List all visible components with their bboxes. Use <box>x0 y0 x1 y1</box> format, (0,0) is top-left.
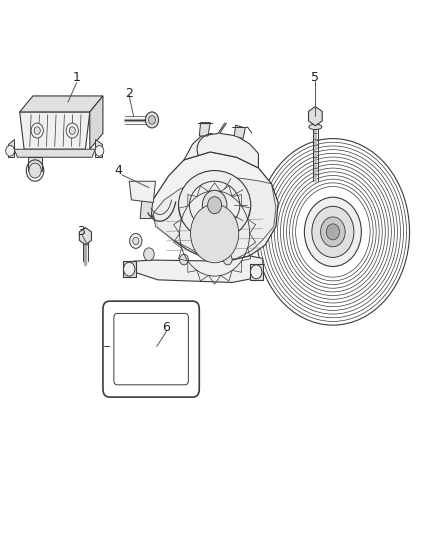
Polygon shape <box>20 112 90 149</box>
Circle shape <box>31 123 43 138</box>
Polygon shape <box>129 181 155 203</box>
Text: 5: 5 <box>311 71 319 84</box>
Polygon shape <box>14 149 95 157</box>
Circle shape <box>312 206 354 257</box>
Circle shape <box>321 217 345 247</box>
Polygon shape <box>140 195 153 219</box>
Text: 4: 4 <box>114 164 122 177</box>
Text: 2: 2 <box>125 87 133 100</box>
Polygon shape <box>90 96 103 149</box>
Circle shape <box>130 233 142 248</box>
Polygon shape <box>79 228 92 245</box>
Polygon shape <box>28 157 42 171</box>
Text: 1: 1 <box>73 71 81 84</box>
Circle shape <box>144 248 154 261</box>
Text: 3: 3 <box>77 225 85 238</box>
Polygon shape <box>199 123 210 136</box>
Polygon shape <box>250 264 263 280</box>
Ellipse shape <box>179 171 251 240</box>
Circle shape <box>69 127 75 134</box>
Polygon shape <box>308 107 322 126</box>
Circle shape <box>223 254 232 265</box>
Ellipse shape <box>189 181 240 229</box>
Circle shape <box>251 265 262 279</box>
Circle shape <box>191 204 239 263</box>
Polygon shape <box>134 256 263 282</box>
Circle shape <box>95 146 104 156</box>
Circle shape <box>326 224 339 240</box>
Polygon shape <box>20 96 103 112</box>
Polygon shape <box>234 125 245 139</box>
Circle shape <box>304 197 361 266</box>
Polygon shape <box>184 133 258 168</box>
Circle shape <box>6 146 14 156</box>
Circle shape <box>133 237 139 245</box>
Polygon shape <box>153 177 276 261</box>
Circle shape <box>29 163 41 178</box>
Circle shape <box>66 123 78 138</box>
Ellipse shape <box>309 124 322 130</box>
Circle shape <box>148 116 155 124</box>
Polygon shape <box>123 261 136 277</box>
Circle shape <box>145 112 159 128</box>
Circle shape <box>34 127 40 134</box>
Circle shape <box>180 254 188 265</box>
Polygon shape <box>95 139 102 157</box>
Circle shape <box>202 190 227 220</box>
Text: 6: 6 <box>162 321 170 334</box>
Circle shape <box>208 197 222 214</box>
Polygon shape <box>8 139 14 157</box>
Circle shape <box>124 262 135 276</box>
Polygon shape <box>151 152 278 261</box>
